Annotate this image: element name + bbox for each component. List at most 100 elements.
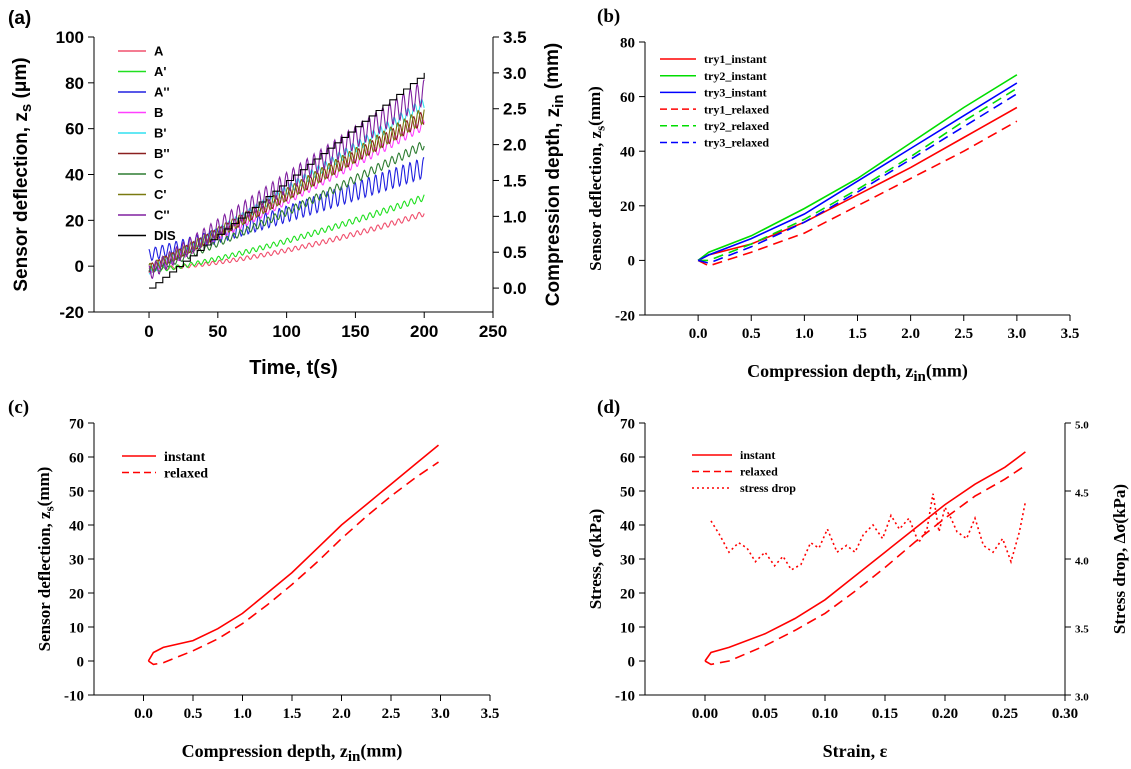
y2-tick-label: 3.5	[503, 28, 527, 47]
y-tick-label: 50	[620, 484, 635, 500]
x-tick-label: 0.0	[134, 706, 153, 722]
series-line-c	[148, 141, 425, 273]
y-tick-label: 80	[65, 74, 84, 93]
x-tick-label: 0.05	[752, 706, 778, 722]
x-tick-label: 0.30	[1052, 706, 1078, 722]
x-tick-label: 1.5	[283, 706, 302, 722]
x-tick-label: 100	[272, 322, 300, 341]
legend-label: DIS	[154, 228, 176, 243]
y-tick-label: 80	[620, 35, 635, 51]
y-tick-label: 40	[65, 165, 84, 184]
legend-label: try1_instant	[704, 52, 767, 66]
x-axis-label: Time, t(s)	[249, 357, 338, 379]
series-line-try1-instant	[697, 106, 1018, 262]
y-tick-label: 0	[628, 654, 636, 670]
legend-label: B	[154, 105, 163, 120]
legend-label: B''	[154, 146, 170, 161]
y-tick-label: 20	[620, 586, 635, 602]
panel-label-a: (a)	[8, 8, 31, 29]
y-axis-label: Sensor deflection, zs​(mm)	[34, 467, 56, 652]
y-tick-label: 40	[620, 518, 635, 534]
x-tick-label: 0.00	[692, 706, 718, 722]
legend-label: B'	[154, 126, 166, 141]
series-line-try3-instant	[697, 82, 1018, 262]
x-tick-label: 250	[479, 322, 507, 341]
legend-label: C	[154, 167, 164, 182]
legend-label: try3_relaxed	[704, 136, 769, 150]
y-tick-label: 0	[77, 654, 85, 670]
x-tick-label: 200	[410, 322, 438, 341]
x-tick-label: 1.0	[795, 326, 814, 342]
y2-tick-label: 2.0	[503, 136, 527, 155]
legend-label: A'	[154, 64, 166, 79]
series-line-relaxed	[147, 461, 439, 666]
panel-c: (c) 0.0 0.5 1.0 1.5 2.0 2.5 3.0 3.5 -10 0 10 20 30 40 5…	[8, 397, 499, 765]
x-tick-label: 0.10	[812, 706, 838, 722]
y2-tick-label: 4.5	[1075, 487, 1089, 499]
y-tick-label: 40	[69, 518, 84, 534]
x-axis-label: Compression depth, zin​(mm)	[747, 360, 968, 385]
x-tick-label: 0.20	[932, 706, 958, 722]
y-tick-label: 30	[620, 552, 635, 568]
legend-label: A''	[154, 85, 170, 100]
y2-tick-label: 5.0	[1075, 419, 1089, 431]
legend-label: instant	[164, 450, 206, 465]
legend-label: relaxed	[740, 465, 778, 479]
series-line-a-	[148, 194, 425, 274]
x-tick-label: 3.5	[481, 706, 500, 722]
y-tick-label: -10	[64, 688, 84, 704]
y2-tick-label: 3.5	[1075, 623, 1089, 635]
legend-label: C''	[154, 208, 170, 223]
y-tick-label: 20	[69, 586, 84, 602]
panel-d: (d) 0.00 0.05 0.10 0.15 0.20 0.25 0.30 -10 0 10 20 3…	[586, 397, 1129, 761]
y-axis-label: Sensor deflection, zs​(mm)	[585, 86, 607, 271]
x-tick-label: 0.5	[742, 326, 761, 342]
y-tick-label: 70	[69, 416, 84, 432]
y-tick-label: 60	[69, 450, 84, 466]
legend-label: try2_instant	[704, 69, 767, 83]
series-line-a	[148, 211, 425, 271]
y-tick-label: -20	[59, 303, 84, 322]
y2-axis-label: Compression depth, zin​ (mm)	[542, 43, 567, 307]
y-tick-label: 10	[69, 620, 84, 636]
series-line-try3-relaxed	[697, 93, 1018, 264]
series-line-try2-relaxed	[698, 87, 1018, 262]
series-line-dis	[149, 72, 425, 289]
panel-a: (a) 0 50 100 150 200 250 -20 0 20 40 60 80 100 0.0 0.5 1…	[8, 8, 567, 379]
y2-axis-label: Stress drop, Δσ(kPa)	[1110, 484, 1129, 634]
series-line-c-	[148, 109, 425, 273]
y2-tick-label: 2.5	[503, 100, 527, 119]
series-line-relaxed	[704, 464, 1026, 666]
panel-label-d: (d)	[597, 397, 620, 418]
x-tick-label: 2.5	[954, 326, 973, 342]
series-line-stress-drop	[710, 493, 1027, 571]
series-line-b-	[148, 98, 425, 275]
legend-label: A	[154, 44, 164, 59]
y-tick-label: 60	[620, 90, 635, 106]
panel-label-c: (c)	[8, 397, 29, 418]
y2-tick-label: 0.0	[503, 279, 527, 298]
y-axis-label: Stress, σ(kPa)	[586, 509, 605, 610]
panel-b: (b) 0.0 0.5 1.0 1.5 2.0 2.5 3.0 3.5 -20 0 20 40 60 80 C…	[585, 6, 1079, 385]
y-tick-label: 100	[56, 28, 84, 47]
legend-label: try2_relaxed	[704, 119, 769, 133]
series-line-try1-relaxed	[697, 120, 1018, 267]
series-line-try2-instant	[697, 74, 1018, 262]
legend-label: stress drop	[740, 481, 796, 495]
y2-tick-label: 1.5	[503, 171, 527, 190]
x-tick-label: 2.0	[901, 326, 920, 342]
x-tick-label: 0.0	[689, 326, 708, 342]
y-tick-label: -10	[615, 688, 635, 704]
y-tick-label: 50	[69, 484, 84, 500]
y2-tick-label: 1.0	[503, 207, 527, 226]
y2-tick-label: 3.0	[1075, 691, 1089, 703]
x-tick-label: 50	[208, 322, 227, 341]
y-tick-label: 0	[75, 257, 84, 276]
legend-label: relaxed	[164, 466, 208, 481]
x-tick-label: 0.25	[992, 706, 1018, 722]
y-axis-label: Sensor deflection, zs​ (μm)	[10, 57, 35, 291]
x-tick-label: 2.0	[332, 706, 351, 722]
y-tick-label: -20	[615, 308, 635, 324]
x-tick-label: 2.5	[382, 706, 401, 722]
